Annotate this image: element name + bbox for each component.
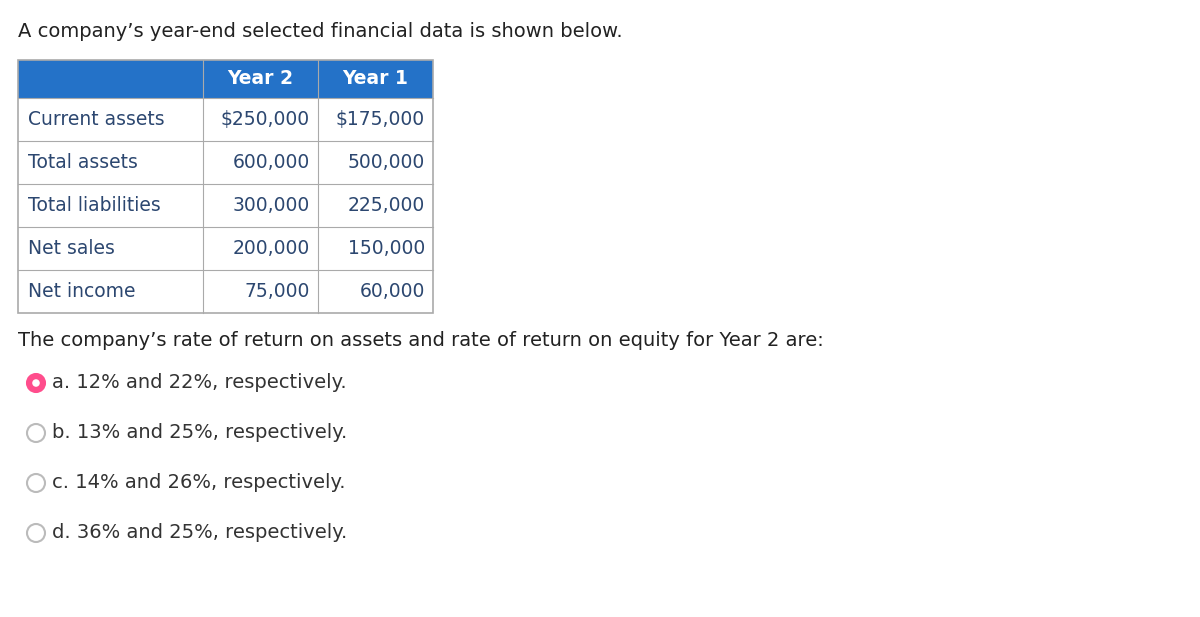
Text: 75,000: 75,000 [245,282,310,301]
Text: Year 2: Year 2 [228,70,294,88]
Circle shape [28,474,46,492]
Text: b. 13% and 25%, respectively.: b. 13% and 25%, respectively. [52,423,347,442]
Text: A company’s year-end selected financial data is shown below.: A company’s year-end selected financial … [18,22,623,41]
Text: 150,000: 150,000 [348,239,425,258]
Text: Year 1: Year 1 [342,70,408,88]
Text: a. 12% and 22%, respectively.: a. 12% and 22%, respectively. [52,373,347,392]
Bar [18,60,433,313]
Text: Net income: Net income [28,282,136,301]
Bar [18,184,433,227]
Text: c. 14% and 26%, respectively.: c. 14% and 26%, respectively. [52,473,346,492]
Text: $250,000: $250,000 [221,110,310,129]
Text: 600,000: 600,000 [233,153,310,172]
Text: Total liabilities: Total liabilities [28,196,161,215]
Circle shape [28,524,46,542]
Text: 200,000: 200,000 [233,239,310,258]
Text: 300,000: 300,000 [233,196,310,215]
Text: 225,000: 225,000 [348,196,425,215]
Bar [18,227,433,270]
Text: $175,000: $175,000 [336,110,425,129]
Text: Net sales: Net sales [28,239,115,258]
Circle shape [28,374,46,392]
Bar [18,60,433,98]
Circle shape [28,424,46,442]
Text: Current assets: Current assets [28,110,164,129]
Text: 500,000: 500,000 [348,153,425,172]
Text: 60,000: 60,000 [360,282,425,301]
Text: d. 36% and 25%, respectively.: d. 36% and 25%, respectively. [52,523,347,542]
Bar [18,141,433,184]
Text: The company’s rate of return on assets and rate of return on equity for Year 2 a: The company’s rate of return on assets a… [18,331,823,350]
Circle shape [32,379,40,387]
Bar [18,98,433,141]
Text: Total assets: Total assets [28,153,138,172]
Bar [18,270,433,313]
